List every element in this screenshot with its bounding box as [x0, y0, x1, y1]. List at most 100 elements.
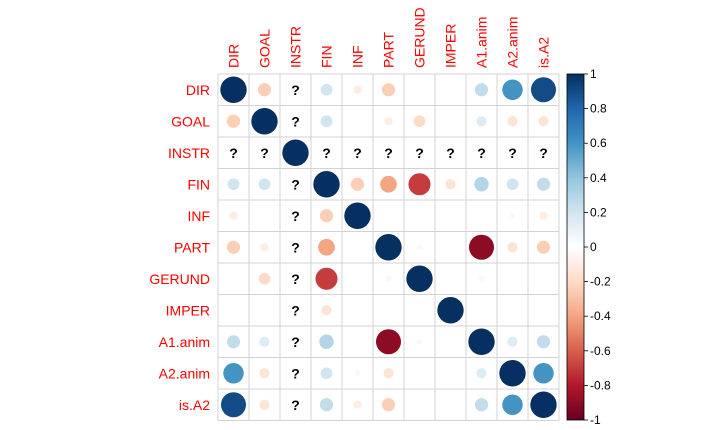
- correlation-circle: [474, 398, 489, 412]
- correlation-circle: [507, 242, 518, 253]
- missing-value-mark: ?: [477, 145, 486, 161]
- missing-value-mark: ?: [291, 302, 300, 318]
- correlation-circle: [226, 335, 241, 349]
- correlation-circle: [354, 370, 361, 377]
- correlation-circle: [533, 363, 554, 384]
- correlation-circle: [536, 335, 551, 349]
- correlation-cells: ????????????????????: [220, 76, 557, 418]
- correlation-circle: [227, 178, 240, 191]
- column-label: INSTR: [288, 26, 304, 68]
- column-label: DIR: [226, 44, 242, 68]
- correlation-circle: [258, 178, 271, 191]
- missing-value-mark: ?: [291, 113, 300, 129]
- row-label: FIN: [187, 176, 210, 192]
- row-labels: DIR GOAL INSTR FIN INF PART GERUND IMPER A1.anim…: [149, 82, 210, 413]
- column-label: A2.anim: [505, 17, 521, 68]
- missing-value-mark: ?: [508, 145, 517, 161]
- correlation-circle: [229, 211, 238, 220]
- colorbar-tick-label: -0.8: [590, 378, 611, 392]
- missing-value-mark: ?: [291, 397, 300, 413]
- colorbar-tick-label: -0.2: [590, 275, 611, 289]
- row-label: GOAL: [171, 113, 210, 129]
- column-label: FIN: [319, 45, 335, 68]
- correlation-circle: [226, 114, 241, 128]
- row-label: A1.anim: [159, 334, 210, 350]
- correlation-circle: [530, 77, 557, 103]
- correlation-circle: [353, 85, 362, 94]
- correlation-circle: [315, 267, 338, 290]
- colorbar: [566, 73, 585, 421]
- column-label: INF: [350, 45, 366, 68]
- correlation-circle: [384, 117, 393, 126]
- correlation-circle: [259, 368, 270, 379]
- correlation-circle: [260, 243, 269, 252]
- correlation-circle: [381, 398, 396, 412]
- correlation-circle: [530, 391, 557, 418]
- missing-value-mark: ?: [260, 145, 269, 161]
- colorbar-tick-label: -1: [590, 413, 601, 427]
- correlation-circle: [321, 305, 332, 316]
- colorbar-tick-label: 0.4: [590, 171, 607, 185]
- correlation-circle: [320, 83, 333, 96]
- correlation-circle: [320, 115, 333, 128]
- correlation-circle: [375, 329, 402, 355]
- correlation-circle: [258, 272, 271, 285]
- correlation-circle: [413, 115, 426, 128]
- correlation-circle: [344, 202, 371, 229]
- missing-value-mark: ?: [415, 145, 424, 161]
- missing-value-mark: ?: [384, 145, 393, 161]
- row-label: A2.anim: [159, 365, 210, 381]
- row-label: is.A2: [179, 397, 210, 413]
- correlation-circle: [220, 76, 247, 103]
- correlation-circle: [319, 334, 334, 349]
- grid: [217, 73, 560, 421]
- correlation-circle: [437, 297, 464, 324]
- correlation-circle: [257, 83, 272, 97]
- correlation-circle: [507, 336, 518, 347]
- missing-value-mark: ?: [322, 145, 331, 161]
- correlation-circle: [507, 116, 518, 127]
- correlation-circle: [350, 177, 365, 191]
- correlation-circle: [416, 244, 423, 251]
- colorbar-tick-label: 0.2: [590, 205, 607, 219]
- column-label: PART: [381, 32, 397, 68]
- missing-value-mark: ?: [291, 176, 300, 192]
- colorbar-tick-label: 1: [590, 67, 597, 81]
- correlation-circle: [318, 238, 335, 256]
- correlation-circle: [408, 173, 431, 196]
- correlation-circle: [468, 234, 495, 260]
- missing-value-mark: ?: [291, 82, 300, 98]
- correlation-circle: [259, 336, 270, 347]
- correlation-circle: [381, 83, 396, 97]
- correlation-circle: [251, 108, 278, 135]
- correlation-circle: [478, 275, 485, 282]
- colorbar-tick-label: 0.6: [590, 136, 607, 150]
- correlation-circle: [539, 211, 548, 220]
- column-label: A1.anim: [474, 17, 490, 68]
- correlation-circle: [353, 400, 362, 409]
- correlation-circle: [536, 240, 551, 254]
- correlation-circle: [538, 116, 549, 127]
- correlation-circle: [502, 394, 523, 415]
- colorbar-tick-label: 0.8: [590, 102, 607, 116]
- colorbar-tick-label: -0.6: [590, 344, 611, 358]
- column-label: IMPER: [443, 24, 459, 68]
- correlation-circle: [385, 275, 392, 282]
- correlation-circle: [476, 116, 487, 127]
- correlation-circle: [259, 399, 270, 410]
- correlation-circle: [406, 265, 433, 292]
- correlation-circle: [502, 79, 523, 100]
- row-label: GERUND: [149, 271, 210, 287]
- correlation-circle: [416, 338, 423, 345]
- correlation-circle: [282, 139, 309, 166]
- missing-value-mark: ?: [291, 271, 300, 287]
- correlation-circle: [474, 177, 489, 192]
- missing-value-mark: ?: [539, 145, 548, 161]
- correlation-circle: [468, 328, 495, 355]
- row-label: DIR: [186, 82, 210, 98]
- row-label: INSTR: [168, 145, 210, 161]
- column-labels: DIR GOAL INSTR FIN INF PART GERUND IMPER A1.anim…: [226, 7, 552, 68]
- correlation-circle: [499, 360, 526, 387]
- missing-value-mark: ?: [291, 334, 300, 350]
